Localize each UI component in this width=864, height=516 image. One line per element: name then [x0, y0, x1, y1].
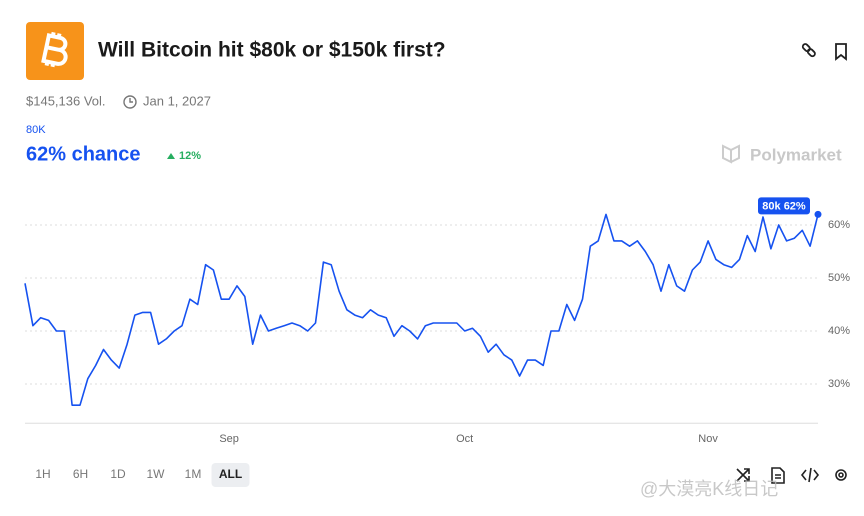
outcome-label: 80K — [26, 124, 46, 136]
y-tick-label: 60% — [828, 219, 850, 231]
range-button[interactable]: 6H — [73, 467, 88, 481]
bitcoin-glyph — [41, 31, 68, 68]
range-button[interactable]: 1D — [110, 467, 126, 481]
x-tick-label: Sep — [219, 433, 239, 445]
range-button[interactable]: 1M — [185, 467, 202, 481]
brand-logo — [722, 144, 740, 164]
chance: 62% chance — [26, 143, 141, 165]
change: 12% — [179, 150, 201, 162]
range-button[interactable]: 1H — [35, 467, 50, 481]
end-point — [814, 210, 822, 218]
y-tick-label: 50% — [828, 272, 850, 284]
clock-hands — [129, 98, 133, 103]
y-tick-label: 40% — [828, 325, 850, 337]
x-tick-label: Nov — [698, 433, 718, 445]
watermark: @大漠亮K线日记 — [640, 479, 778, 499]
link-icon[interactable] — [801, 43, 816, 58]
range-selected-bg — [211, 463, 250, 487]
range-button[interactable]: 1W — [147, 467, 166, 481]
price-line — [24, 213, 819, 406]
up-arrow — [167, 153, 175, 159]
volume: $145,136 Vol. — [26, 93, 106, 108]
market-title: Will Bitcoin hit $80k or $150k first? — [98, 39, 446, 62]
x-tick-label: Oct — [456, 433, 473, 445]
end-label-bg — [758, 197, 810, 215]
bookmark-icon[interactable] — [835, 43, 847, 61]
end-date: Jan 1, 2027 — [143, 93, 211, 108]
range-button[interactable]: ALL — [219, 467, 242, 481]
clock-icon — [123, 95, 137, 109]
y-tick-label: 30% — [828, 378, 850, 390]
chart-controls — [736, 467, 847, 484]
end-label: 80k 62% — [762, 200, 806, 212]
brand: Polymarket — [750, 145, 842, 164]
